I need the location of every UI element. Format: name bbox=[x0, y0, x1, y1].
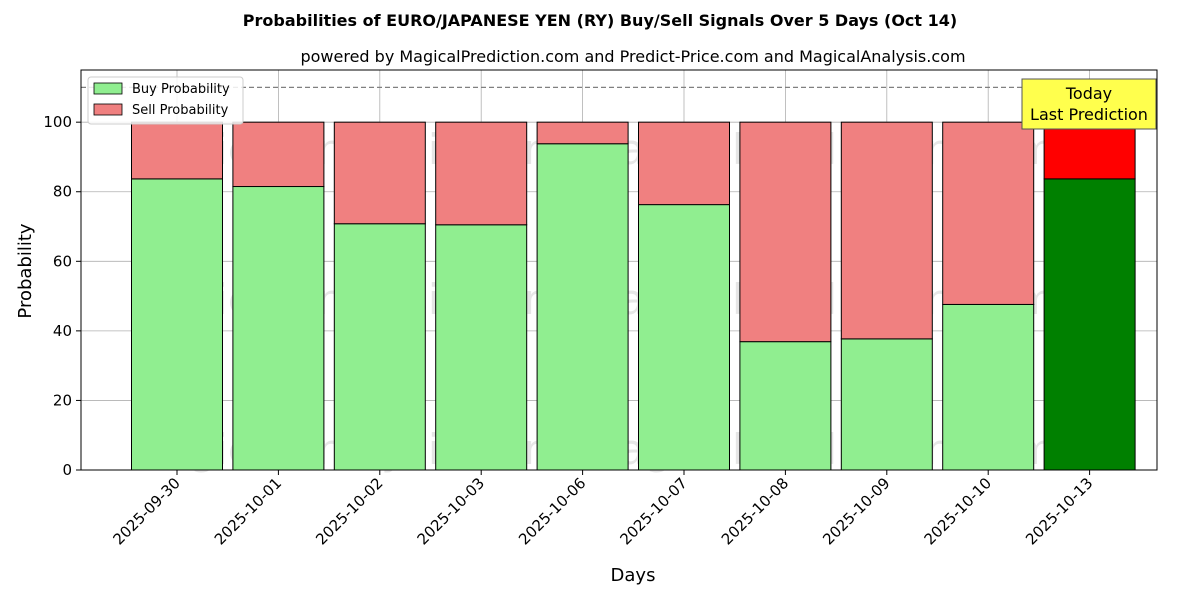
annotation-line-1: Today bbox=[1065, 84, 1112, 103]
bar-sell bbox=[131, 121, 223, 180]
bar-sell bbox=[232, 121, 325, 188]
bar-sell bbox=[333, 121, 426, 225]
x-tick-label: 2025-10-01 bbox=[211, 474, 285, 548]
y-axis-label: Probability bbox=[15, 223, 36, 318]
bar-buy bbox=[1043, 178, 1136, 471]
y-tick-label: 40 bbox=[53, 322, 72, 340]
bar-sell bbox=[638, 121, 730, 206]
x-axis-label: Days bbox=[611, 565, 656, 586]
today-annotation: Today Last Prediction bbox=[1021, 78, 1157, 130]
x-tick-label: 2025-09-30 bbox=[109, 474, 183, 548]
bar-buy bbox=[131, 178, 223, 471]
legend-box bbox=[87, 76, 244, 125]
bar-buy bbox=[536, 143, 629, 471]
legend-swatch-sell bbox=[93, 103, 123, 116]
x-axis-ticks: 2025-09-30 2025-10-01 2025-10-02 2025-10-03… bbox=[109, 470, 1096, 548]
bar-sell bbox=[739, 121, 832, 343]
annotation-line-2: Last Prediction bbox=[1030, 105, 1148, 124]
legend-label-buy: Buy Probability bbox=[132, 82, 230, 97]
plot-frame bbox=[80, 69, 1158, 471]
bar-sell bbox=[840, 121, 933, 340]
bar-buy bbox=[739, 341, 832, 471]
bar-buy bbox=[942, 303, 1035, 471]
x-tick-label: 2025-10-02 bbox=[312, 474, 386, 548]
x-tick-label: 2025-10-08 bbox=[718, 474, 792, 548]
bar-sell bbox=[536, 121, 629, 145]
x-tick-label: 2025-10-07 bbox=[616, 474, 690, 548]
x-tick-label: 2025-10-03 bbox=[414, 474, 488, 548]
bar-buy bbox=[333, 223, 426, 471]
y-tick-label: 100 bbox=[43, 113, 72, 131]
bar-buy bbox=[435, 224, 528, 471]
bars-layer bbox=[131, 121, 1136, 471]
legend-label-sell: Sell Probability bbox=[132, 103, 229, 118]
x-tick-label: 2025-10-09 bbox=[819, 474, 893, 548]
x-tick-label: 2025-10-06 bbox=[515, 474, 589, 548]
legend: Buy Probability Sell Probability bbox=[87, 76, 244, 125]
x-tick-label: 2025-10-10 bbox=[921, 474, 995, 548]
y-tick-label: 20 bbox=[53, 391, 72, 409]
y-tick-label: 0 bbox=[62, 461, 72, 479]
x-tick-label: 2025-10-13 bbox=[1022, 474, 1096, 548]
chart-subtitle: powered by MagicalPrediction.com and Pre… bbox=[300, 47, 965, 66]
y-tick-label: 80 bbox=[53, 183, 72, 201]
legend-swatch-buy bbox=[93, 82, 123, 95]
bar-buy bbox=[638, 204, 730, 471]
chart-title: Probabilities of EURO/JAPANESE YEN (RY) … bbox=[243, 11, 957, 30]
y-tick-label: 60 bbox=[53, 252, 72, 270]
bar-sell bbox=[942, 121, 1035, 305]
bar-sell bbox=[1043, 121, 1136, 180]
annotation-box bbox=[1021, 78, 1157, 130]
y-axis-ticks: 0 20 40 60 80 100 bbox=[43, 113, 81, 479]
bar-buy bbox=[840, 338, 933, 471]
bar-buy bbox=[232, 186, 325, 471]
bar-sell bbox=[435, 121, 528, 226]
